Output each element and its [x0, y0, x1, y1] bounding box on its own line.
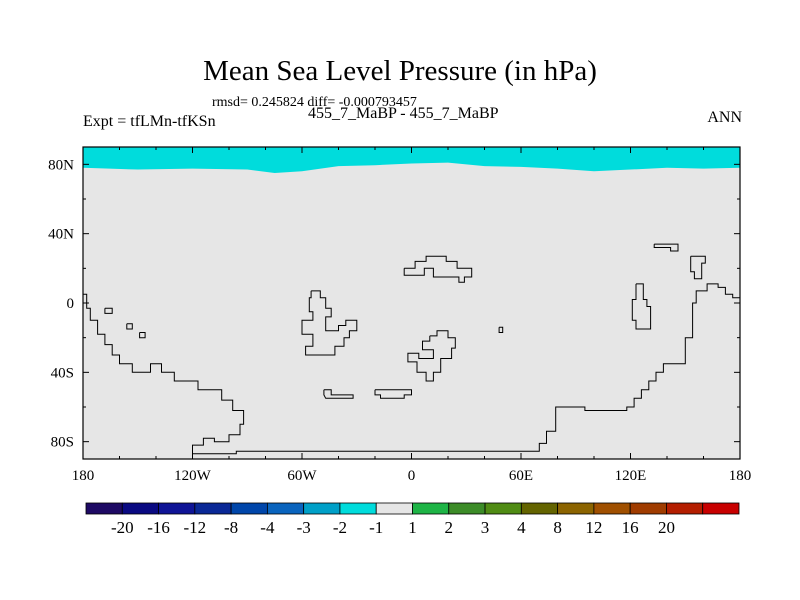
x-tick-label: 120W — [174, 468, 212, 484]
y-tick-label: 80N — [48, 157, 74, 173]
colorbar-label: 16 — [622, 518, 639, 537]
colorbar-swatch — [121, 502, 159, 515]
colorbar-swatch — [666, 502, 704, 515]
colorbar-swatch — [339, 502, 377, 515]
colorbar-swatch — [702, 502, 740, 515]
colorbar-swatch — [194, 502, 232, 515]
colorbar-swatch — [266, 502, 305, 515]
x-tick-label: 120E — [615, 468, 647, 484]
coastline-contour-4 — [301, 290, 358, 356]
coastline-contour-10 — [631, 283, 652, 330]
y-tick-label: 0 — [67, 296, 75, 312]
x-tick-label: 60W — [287, 468, 317, 484]
field-background — [83, 147, 740, 459]
colorbar-label: -12 — [183, 518, 206, 537]
colorbar-swatch — [375, 502, 413, 515]
coastline-contour-11 — [653, 243, 679, 252]
colorbar-label: -20 — [111, 518, 134, 537]
coastline-contour-0 — [83, 283, 740, 455]
colorbar-label: -16 — [147, 518, 170, 537]
colorbar-label: 8 — [553, 518, 562, 537]
y-tick-label: 80S — [51, 435, 74, 451]
x-tick-label: 60E — [509, 468, 533, 484]
colorbar-label: -1 — [369, 518, 383, 537]
colorbar-label: 20 — [658, 518, 675, 537]
colorbar-label: 2 — [445, 518, 454, 537]
chart-subtitle: 455_7_MaBP - 455_7_MaBP — [308, 105, 499, 122]
colorbar-swatch — [158, 502, 196, 515]
colorbar-label: 12 — [585, 518, 602, 537]
colorbar-swatch — [593, 502, 631, 515]
colorbar-swatch — [557, 502, 595, 515]
colorbar-label: 4 — [517, 518, 526, 537]
colorbar-label: -3 — [297, 518, 311, 537]
coastline-contour-6 — [374, 389, 412, 399]
x-tick-label: 180 — [72, 468, 95, 484]
colorbar-swatch — [448, 502, 486, 515]
colorbar-label: -2 — [333, 518, 347, 537]
colorbar-swatch — [629, 502, 667, 515]
coastline-contour-2 — [126, 323, 133, 330]
coastline-contour-9 — [498, 326, 504, 333]
colorbar-swatch — [303, 502, 341, 515]
colorbar-label: -4 — [260, 518, 275, 537]
y-tick-label: 40S — [51, 365, 74, 381]
coastline-contour-1 — [104, 307, 113, 314]
coastline-contour-7 — [403, 255, 473, 283]
coastline-contour-3 — [139, 332, 146, 339]
x-tick-label: 0 — [408, 468, 416, 484]
season-label: ANN — [707, 109, 742, 126]
coastline-contour-12 — [690, 255, 706, 280]
experiment-label: Expt = tfLMn-tfKSn — [83, 113, 216, 130]
colorbar-swatch — [230, 502, 268, 515]
chart-title: Mean Sea Level Pressure (in hPa) — [203, 55, 597, 87]
colorbar-swatch — [484, 502, 522, 515]
colorbar-swatch — [520, 502, 559, 515]
x-tick-label: 180 — [729, 468, 752, 484]
colorbar-swatch — [85, 502, 123, 515]
coastline-contour-8 — [407, 330, 456, 382]
arctic-band — [83, 147, 740, 173]
coastline-contour-5 — [323, 389, 354, 399]
colorbar-label: -8 — [224, 518, 238, 537]
y-tick-label: 40N — [48, 227, 74, 243]
colorbar-swatch — [412, 502, 450, 515]
colorbar-label: 1 — [408, 518, 417, 537]
colorbar-label: 3 — [481, 518, 490, 537]
stats-line: rmsd= 0.245824 diff= -0.000793457 — [212, 95, 417, 110]
